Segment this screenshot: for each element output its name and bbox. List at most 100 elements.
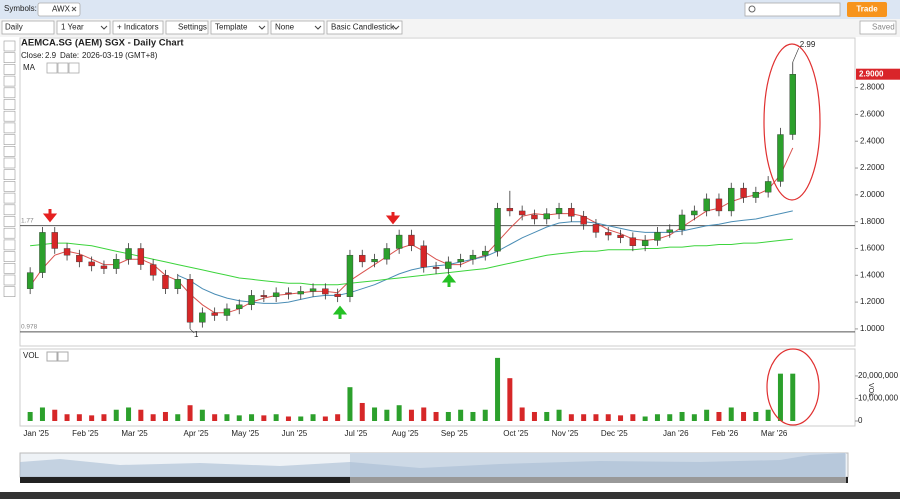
x-tick-label: Apr '25 bbox=[183, 429, 209, 438]
candle-body bbox=[666, 229, 673, 233]
candle-body bbox=[432, 267, 440, 269]
price-panel bbox=[19, 37, 856, 347]
remove-icon[interactable] bbox=[71, 6, 77, 12]
ma-settings[interactable] bbox=[57, 62, 69, 74]
tool-icon[interactable] bbox=[3, 40, 16, 52]
candle-body bbox=[568, 208, 575, 217]
x-tick-label: Oct '25 bbox=[503, 429, 529, 438]
tool-icon[interactable] bbox=[3, 251, 16, 262]
candle-body bbox=[641, 240, 649, 246]
candle-body bbox=[395, 234, 403, 249]
candle-body bbox=[236, 304, 243, 310]
tool-icon[interactable] bbox=[3, 99, 16, 110]
volume-bar bbox=[384, 409, 390, 421]
ma-close[interactable] bbox=[68, 62, 80, 74]
saved-button[interactable] bbox=[859, 20, 897, 35]
dropdown-arrows bbox=[100, 25, 400, 30]
candle-body bbox=[408, 234, 415, 246]
indicators-button[interactable] bbox=[112, 20, 164, 35]
volume-bar bbox=[396, 405, 402, 421]
x-tick-label: Sep '25 bbox=[441, 429, 468, 438]
candle-body bbox=[592, 224, 600, 233]
volume-bar bbox=[495, 357, 501, 421]
tool-icon[interactable] bbox=[3, 87, 16, 99]
volume-bar bbox=[298, 416, 304, 421]
volume-bar bbox=[728, 407, 734, 421]
volume-bar bbox=[322, 416, 328, 421]
tool-icon[interactable] bbox=[3, 262, 16, 274]
search-box[interactable] bbox=[744, 2, 841, 17]
volume-bar bbox=[618, 415, 624, 421]
tool-icon[interactable] bbox=[3, 286, 16, 298]
none-select[interactable] bbox=[270, 20, 325, 35]
volume-bar bbox=[568, 414, 574, 421]
tool-icon[interactable] bbox=[3, 64, 16, 75]
horizontal-line-label: 1.77 bbox=[21, 217, 34, 224]
candle-body bbox=[678, 214, 686, 230]
template-select[interactable] bbox=[210, 20, 269, 35]
tool-icon[interactable] bbox=[3, 122, 16, 134]
annotation-leader bbox=[189, 328, 195, 334]
candle-body bbox=[76, 254, 83, 263]
volume-bar bbox=[593, 414, 599, 421]
candle-body bbox=[174, 279, 181, 289]
x-tick-label: Aug '25 bbox=[392, 429, 419, 438]
tool-icon[interactable] bbox=[3, 157, 16, 169]
volume-bar bbox=[790, 373, 796, 421]
tool-icon[interactable] bbox=[3, 134, 16, 145]
volume-panel bbox=[19, 348, 856, 427]
interval: Daily bbox=[5, 23, 23, 32]
candle-body bbox=[445, 261, 452, 269]
ma-toggle[interactable] bbox=[46, 62, 58, 74]
indicators: + Indicators bbox=[117, 23, 159, 32]
x-tick-label: May '25 bbox=[231, 429, 259, 438]
volume-bar bbox=[113, 409, 119, 421]
candle-body bbox=[482, 250, 489, 256]
x-tick-label: Feb '26 bbox=[712, 429, 739, 438]
candle-body bbox=[605, 232, 612, 236]
tool-icon[interactable] bbox=[3, 192, 16, 204]
settings-button[interactable] bbox=[165, 20, 209, 35]
candle-body bbox=[39, 232, 46, 273]
candle-body bbox=[617, 234, 624, 238]
volume-bar bbox=[777, 373, 783, 421]
tool-icon[interactable] bbox=[3, 52, 16, 64]
tool-icon[interactable] bbox=[3, 216, 16, 227]
x-tick-label: Dec '25 bbox=[601, 429, 628, 438]
tool-icon[interactable] bbox=[3, 169, 16, 180]
candle-body bbox=[777, 134, 784, 182]
y-tick-label: 2.4000 bbox=[860, 136, 885, 145]
style-select[interactable] bbox=[326, 20, 403, 35]
candle-body bbox=[691, 210, 698, 216]
scroll-thumb[interactable] bbox=[350, 477, 846, 483]
range-select[interactable] bbox=[56, 20, 111, 35]
volume-bar bbox=[544, 411, 550, 421]
tool-icon[interactable] bbox=[3, 227, 16, 239]
interval-select[interactable] bbox=[1, 20, 55, 35]
candle-body bbox=[63, 248, 71, 256]
tool-icon[interactable] bbox=[3, 239, 16, 251]
candle-body bbox=[457, 259, 464, 263]
volume-bar bbox=[753, 411, 759, 421]
tool-icon[interactable] bbox=[3, 146, 16, 157]
candle-body bbox=[248, 295, 255, 305]
tool-icon[interactable] bbox=[3, 181, 16, 192]
candle-body bbox=[543, 213, 550, 220]
candle-body bbox=[223, 308, 231, 316]
volume-axis-label: VOL bbox=[867, 383, 874, 397]
symbol-chip[interactable] bbox=[37, 2, 81, 17]
tool-icon[interactable] bbox=[3, 75, 16, 87]
trade-button[interactable] bbox=[847, 2, 887, 17]
candle-body bbox=[309, 288, 317, 292]
tool-icon[interactable] bbox=[3, 274, 16, 286]
volume-settings[interactable] bbox=[46, 351, 58, 362]
tool-icon[interactable] bbox=[3, 110, 16, 122]
volume-bar bbox=[138, 409, 144, 421]
volume-close[interactable] bbox=[57, 351, 69, 362]
annotation-label: 2.99 bbox=[800, 40, 816, 49]
candle-body bbox=[149, 264, 157, 276]
tool-icon[interactable] bbox=[3, 204, 16, 216]
highlight-ellipse bbox=[763, 43, 821, 201]
candle-body bbox=[728, 187, 735, 212]
